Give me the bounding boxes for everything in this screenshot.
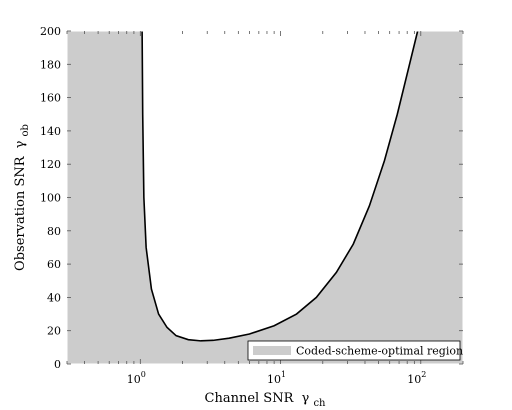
legend-entry: Coded-scheme-optimal region	[296, 345, 463, 358]
y-tick-label: 200	[40, 25, 61, 38]
x-axis-label-text: Channel SNR	[205, 391, 295, 406]
boundary-curve	[141, 30, 419, 342]
y-axis-label-subscript: ob	[20, 124, 31, 136]
y-axis-label-symbol: γ	[13, 140, 28, 148]
y-axis-ticks: 0 20 40 60 80 100 120 140 160 180 200	[40, 25, 463, 371]
x-axis-label: Channel SNR γ ch	[205, 391, 327, 409]
y-tick-label: 0	[54, 358, 61, 371]
y-axis-label: Observation SNR γ ob	[13, 124, 31, 271]
y-tick-label: 100	[40, 192, 61, 205]
plot-area	[66, 30, 464, 365]
legend-swatch	[253, 346, 291, 355]
x-tick-label: 100	[127, 370, 146, 386]
y-tick-label: 60	[47, 258, 61, 271]
y-tick-label: 120	[40, 158, 61, 171]
y-tick-label: 80	[47, 225, 61, 238]
legend: Coded-scheme-optimal region	[247, 340, 463, 361]
y-axis-label-text: Observation SNR	[13, 155, 28, 271]
non-optimal-region	[142, 31, 418, 341]
x-tick-label: 101	[267, 370, 286, 386]
x-axis-label-subscript: ch	[313, 398, 326, 409]
y-tick-label: 40	[47, 291, 61, 304]
y-tick-label: 140	[40, 125, 61, 138]
y-tick-label: 160	[40, 92, 61, 105]
x-tick-label: 102	[407, 370, 426, 386]
x-axis-label-symbol: γ	[302, 391, 310, 406]
legend-box	[247, 340, 461, 361]
y-tick-label: 180	[40, 58, 61, 71]
y-tick-label: 20	[47, 325, 61, 338]
